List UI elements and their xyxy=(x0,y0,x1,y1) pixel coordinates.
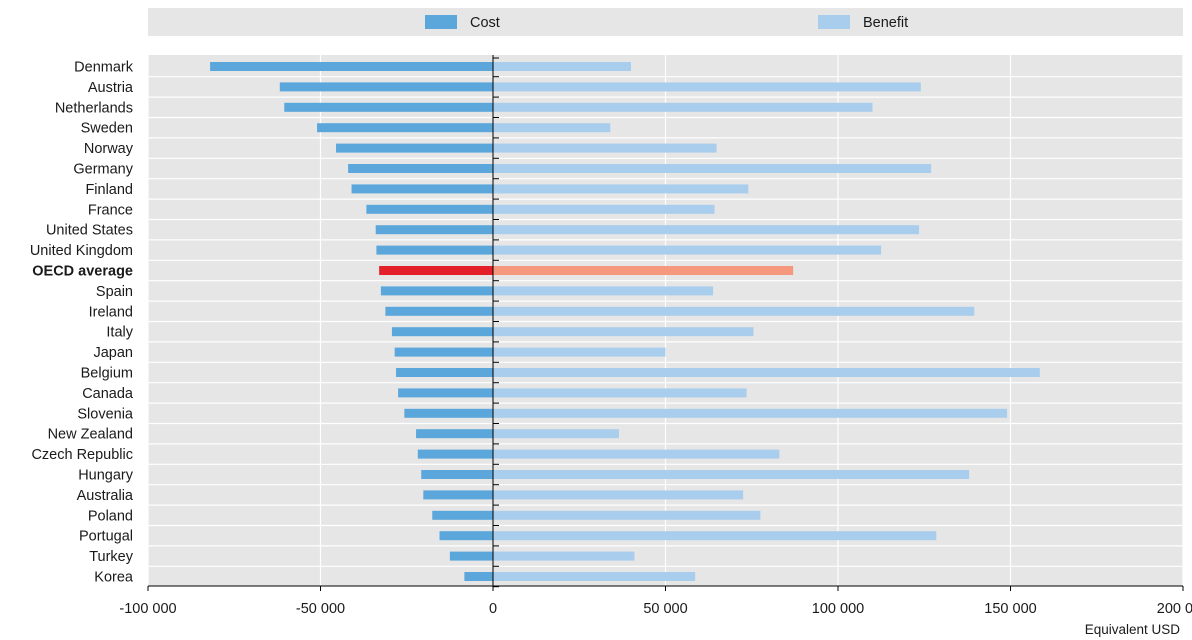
bar-benefit-united-kingdom xyxy=(493,246,881,255)
bar-cost-italy xyxy=(392,327,493,336)
bar-cost-united-kingdom xyxy=(376,246,493,255)
category-label: Belgium xyxy=(81,366,133,382)
bar-cost-spain xyxy=(381,286,493,295)
bar-benefit-austria xyxy=(493,82,921,91)
bar-benefit-japan xyxy=(493,348,666,357)
bar-benefit-poland xyxy=(493,511,760,520)
category-label: Netherlands xyxy=(55,100,133,116)
legend-swatch-benefit xyxy=(818,15,850,29)
bar-cost-poland xyxy=(432,511,493,520)
category-label: Austria xyxy=(88,80,134,96)
category-label: Portugal xyxy=(79,529,133,545)
category-label: New Zealand xyxy=(48,427,133,443)
legend-background xyxy=(148,8,1183,36)
bar-cost-turkey xyxy=(450,552,493,561)
bar-cost-finland xyxy=(352,184,493,193)
bar-cost-sweden xyxy=(317,123,493,132)
x-tick-label: 200 000 xyxy=(1157,601,1192,617)
legend-label-cost: Cost xyxy=(470,15,500,31)
bar-benefit-norway xyxy=(493,144,717,153)
category-label: Australia xyxy=(77,488,134,504)
bar-benefit-canada xyxy=(493,388,747,397)
bar-benefit-netherlands xyxy=(493,103,873,112)
bar-benefit-italy xyxy=(493,327,753,336)
bar-cost-belgium xyxy=(396,368,493,377)
bar-cost-denmark xyxy=(210,62,493,71)
category-label: Canada xyxy=(82,386,134,402)
legend-label-benefit: Benefit xyxy=(863,15,908,31)
bar-cost-norway xyxy=(336,144,493,153)
bar-cost-slovenia xyxy=(404,409,493,418)
bar-benefit-czech-republic xyxy=(493,450,779,459)
category-label: Italy xyxy=(106,325,133,341)
category-label: Denmark xyxy=(74,60,134,76)
bar-cost-korea xyxy=(464,572,493,581)
bar-cost-germany xyxy=(348,164,493,173)
category-label: Czech Republic xyxy=(31,447,133,463)
bar-cost-czech-republic xyxy=(418,450,493,459)
bar-benefit-denmark xyxy=(493,62,631,71)
category-label: Hungary xyxy=(78,468,134,484)
bar-benefit-ireland xyxy=(493,307,974,316)
category-label: Slovenia xyxy=(77,406,134,422)
bar-benefit-oecd-average xyxy=(493,266,793,275)
bar-benefit-france xyxy=(493,205,714,214)
x-tick-label: 50 000 xyxy=(643,601,687,617)
bar-cost-portugal xyxy=(440,531,493,540)
category-label: France xyxy=(88,202,133,218)
category-label: United Kingdom xyxy=(30,243,133,259)
tick-labels: -100 000 -50 000 0 50 000 100 000 150 000 200 … xyxy=(119,601,1192,617)
bar-benefit-slovenia xyxy=(493,409,1007,418)
category-label: Korea xyxy=(94,570,134,586)
category-label: United States xyxy=(46,223,133,239)
legend-swatch-cost xyxy=(425,15,457,29)
bar-benefit-hungary xyxy=(493,470,969,479)
bar-cost-ireland xyxy=(385,307,493,316)
category-label: Spain xyxy=(96,284,133,300)
bar-cost-canada xyxy=(398,388,493,397)
category-label: Sweden xyxy=(81,121,133,137)
category-labels: Denmark Austria Netherlands Sweden Norway Ger… xyxy=(30,60,134,586)
x-tick-label: -50 000 xyxy=(296,601,345,617)
bar-benefit-turkey xyxy=(493,552,634,561)
bar-cost-japan xyxy=(395,348,493,357)
bar-benefit-new-zealand xyxy=(493,429,619,438)
bar-cost-australia xyxy=(423,490,493,499)
bar-cost-netherlands xyxy=(284,103,493,112)
x-tick-label: -100 000 xyxy=(119,601,176,617)
bar-benefit-belgium xyxy=(493,368,1040,377)
category-label: Germany xyxy=(73,162,133,178)
x-tick-label: 0 xyxy=(489,601,497,617)
bar-benefit-portugal xyxy=(493,531,936,540)
category-label: Poland xyxy=(88,508,133,524)
bar-benefit-korea xyxy=(493,572,695,581)
bar-cost-new-zealand xyxy=(416,429,493,438)
bar-benefit-united-states xyxy=(493,225,919,234)
category-label: OECD average xyxy=(32,264,133,280)
bar-benefit-spain xyxy=(493,286,713,295)
x-tick-label: 100 000 xyxy=(812,601,864,617)
bar-cost-hungary xyxy=(421,470,493,479)
bar-cost-oecd-average xyxy=(379,266,493,275)
bar-benefit-finland xyxy=(493,184,748,193)
bar-cost-united-states xyxy=(376,225,493,234)
bar-benefit-australia xyxy=(493,490,743,499)
bar-cost-france xyxy=(366,205,493,214)
category-label: Turkey xyxy=(89,549,134,565)
bar-benefit-sweden xyxy=(493,123,610,132)
category-label: Norway xyxy=(84,141,134,157)
x-tick-label: 150 000 xyxy=(984,601,1036,617)
bar-benefit-germany xyxy=(493,164,931,173)
category-label: Japan xyxy=(93,345,133,361)
category-label: Finland xyxy=(85,182,133,198)
x-axis-unit-label: Equivalent USD xyxy=(1085,622,1181,637)
bar-cost-austria xyxy=(280,82,493,91)
category-label: Ireland xyxy=(89,304,133,320)
